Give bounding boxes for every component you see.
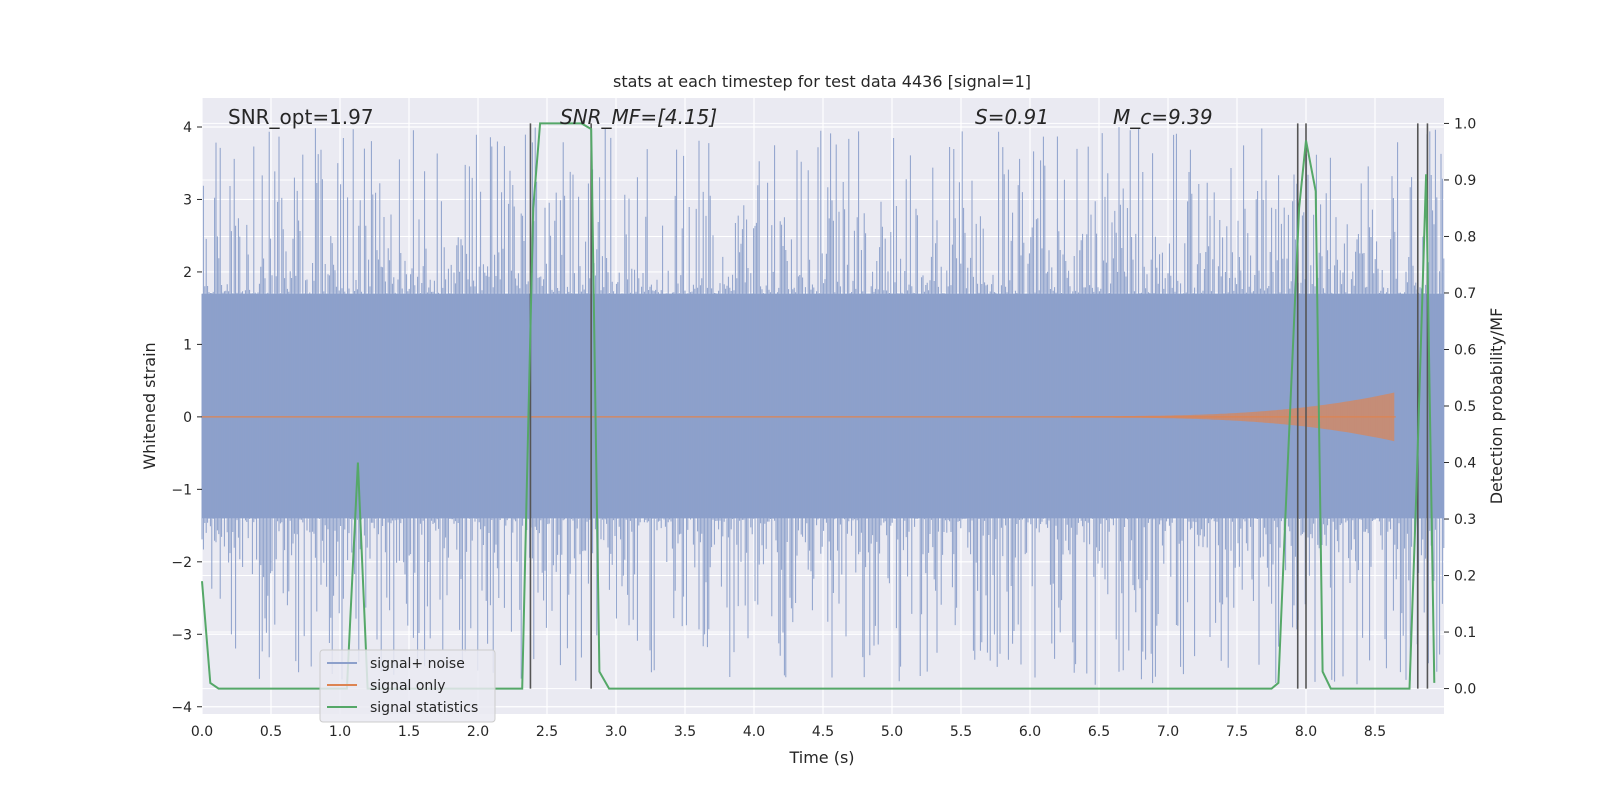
y2-tick-label: 0.0 xyxy=(1454,682,1476,698)
x-tick-label: 7.5 xyxy=(1226,724,1248,740)
y2-tick-label: 0.1 xyxy=(1454,625,1476,641)
signal-only-chirp xyxy=(1071,392,1395,442)
x-tick-label: 5.5 xyxy=(950,724,972,740)
x-tick-label: 8.0 xyxy=(1295,724,1317,740)
y-axis-label: Whitened strain xyxy=(140,342,159,469)
x-tick-label: 2.5 xyxy=(536,724,558,740)
signal-plus-noise-series xyxy=(201,127,1445,685)
y2-tick-label: 0.2 xyxy=(1454,569,1476,585)
y2-axis-label: Detection probability/MF xyxy=(1487,308,1506,505)
y-tick-label: −4 xyxy=(171,700,192,716)
y-tick-label: −2 xyxy=(171,555,192,571)
x-tick-label: 6.0 xyxy=(1019,724,1041,740)
y-axis-ticks: −4 −3 −2 −1 0 1 2 3 4 xyxy=(171,120,202,716)
signal-statistics-line xyxy=(201,122,1436,690)
annotation-snr-opt: SNR_opt=1.97 xyxy=(228,105,374,129)
legend-box xyxy=(319,649,496,723)
y2-tick-label: 0.5 xyxy=(1454,399,1476,415)
y-tick-label: 1 xyxy=(183,337,192,353)
x-tick-label: 4.5 xyxy=(812,724,834,740)
x-tick-label: 0.0 xyxy=(191,724,213,740)
x-axis-ticks: 0.0 0.5 1.0 1.5 2.0 2.5 3.0 3.5 4.0 4.5 5.0 5.5 6.0 6… xyxy=(191,724,1386,740)
legend: signal+ noise signal only signal statist… xyxy=(319,649,496,723)
y2-tick-label: 0.9 xyxy=(1454,173,1476,189)
chart-title: stats at each timestep for test data 443… xyxy=(613,72,1031,91)
x-tick-label: 6.5 xyxy=(1088,724,1110,740)
y2-tick-label: 0.3 xyxy=(1454,512,1476,528)
y-tick-label: 0 xyxy=(183,410,192,426)
annotation-mc: M_c=9.39 xyxy=(1113,105,1213,129)
y2-tick-label: 0.8 xyxy=(1454,229,1476,245)
y-tick-label: −3 xyxy=(171,627,192,643)
y-tick-label: 2 xyxy=(183,265,192,281)
x-tick-label: 8.5 xyxy=(1364,724,1386,740)
x-tick-label: 4.0 xyxy=(743,724,765,740)
y-tick-label: 3 xyxy=(183,192,192,208)
x-tick-label: 1.5 xyxy=(398,724,420,740)
x-tick-label: 0.5 xyxy=(260,724,282,740)
x-tick-label: 7.0 xyxy=(1157,724,1179,740)
y-tick-label: 4 xyxy=(183,120,192,136)
signal-only-series xyxy=(202,392,1396,442)
x-tick-label: 3.0 xyxy=(605,724,627,740)
legend-label-signal: signal only xyxy=(370,678,445,694)
signal-statistics-series xyxy=(201,122,1436,690)
annotation-snr-mf: SNR_MF=[4.15] xyxy=(560,105,717,129)
y2-tick-label: 0.6 xyxy=(1454,342,1476,358)
x-tick-label: 3.5 xyxy=(674,724,696,740)
legend-label-noise: signal+ noise xyxy=(370,656,465,672)
x-tick-label: 1.0 xyxy=(329,724,351,740)
legend-label-stats: signal statistics xyxy=(370,700,478,716)
x-tick-label: 2.0 xyxy=(467,724,489,740)
y-tick-label: −1 xyxy=(171,482,192,498)
y2-tick-label: 0.7 xyxy=(1454,286,1476,302)
y2-tick-label: 1.0 xyxy=(1454,116,1476,132)
y2-axis-ticks: 0.0 0.1 0.2 0.3 0.4 0.5 0.6 0.7 0.8 0.9 1.0 xyxy=(1444,116,1476,698)
x-axis-label: Time (s) xyxy=(788,748,854,767)
y2-tick-label: 0.4 xyxy=(1454,456,1476,472)
x-tick-label: 5.0 xyxy=(881,724,903,740)
annotation-s: S=0.91 xyxy=(975,105,1049,129)
